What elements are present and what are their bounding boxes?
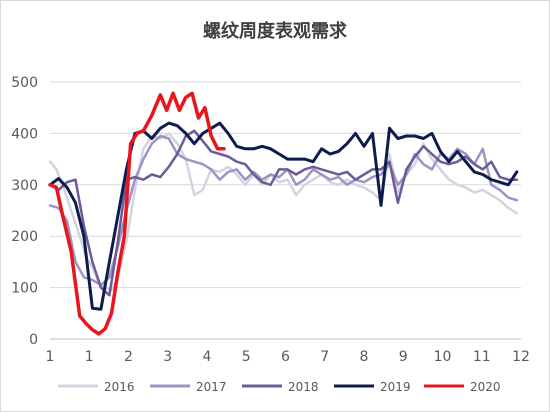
legend: 2016 2017 2018 2019 2020 [58, 380, 501, 394]
y-tick-label: 100 [11, 281, 38, 297]
y-tick-label: 500 [11, 75, 38, 91]
y-tick-label: 300 [11, 178, 38, 194]
x-axis-ticks: 1 1 2 3 4 5 6 7 8 9 10 11 12 [46, 349, 530, 365]
gridlines [50, 81, 521, 340]
legend-label-2020: 2020 [470, 380, 501, 394]
legend-label-2017: 2017 [196, 380, 227, 394]
x-tick-label: 7 [320, 349, 329, 365]
x-tick-label: 8 [360, 349, 369, 365]
y-tick-label: 400 [11, 126, 38, 142]
x-tick-label: 10 [434, 349, 452, 365]
x-tick-label: 12 [512, 349, 530, 365]
series-line-2019 [48, 121, 519, 311]
x-tick-label: 1 [46, 349, 55, 365]
x-tick-label: 5 [242, 349, 251, 365]
x-tick-label: 6 [281, 349, 290, 365]
series-lines [48, 91, 519, 336]
y-tick-label: 200 [11, 229, 38, 245]
legend-label-2019: 2019 [380, 380, 411, 394]
x-tick-label: 1 [85, 349, 94, 365]
x-tick-label: 3 [163, 349, 172, 365]
x-tick-label: 11 [473, 349, 491, 365]
y-axis-ticks: 0 100 200 300 400 500 [11, 75, 38, 348]
x-tick-label: 4 [203, 349, 212, 365]
legend-label-2016: 2016 [104, 380, 135, 394]
legend-label-2018: 2018 [288, 380, 319, 394]
x-tick-label: 2 [124, 349, 133, 365]
x-tick-label: 9 [399, 349, 408, 365]
chart-title: 螺纹周度表观需求 [203, 21, 347, 42]
series-line-2020 [48, 91, 226, 336]
y-tick-label: 0 [29, 332, 38, 348]
